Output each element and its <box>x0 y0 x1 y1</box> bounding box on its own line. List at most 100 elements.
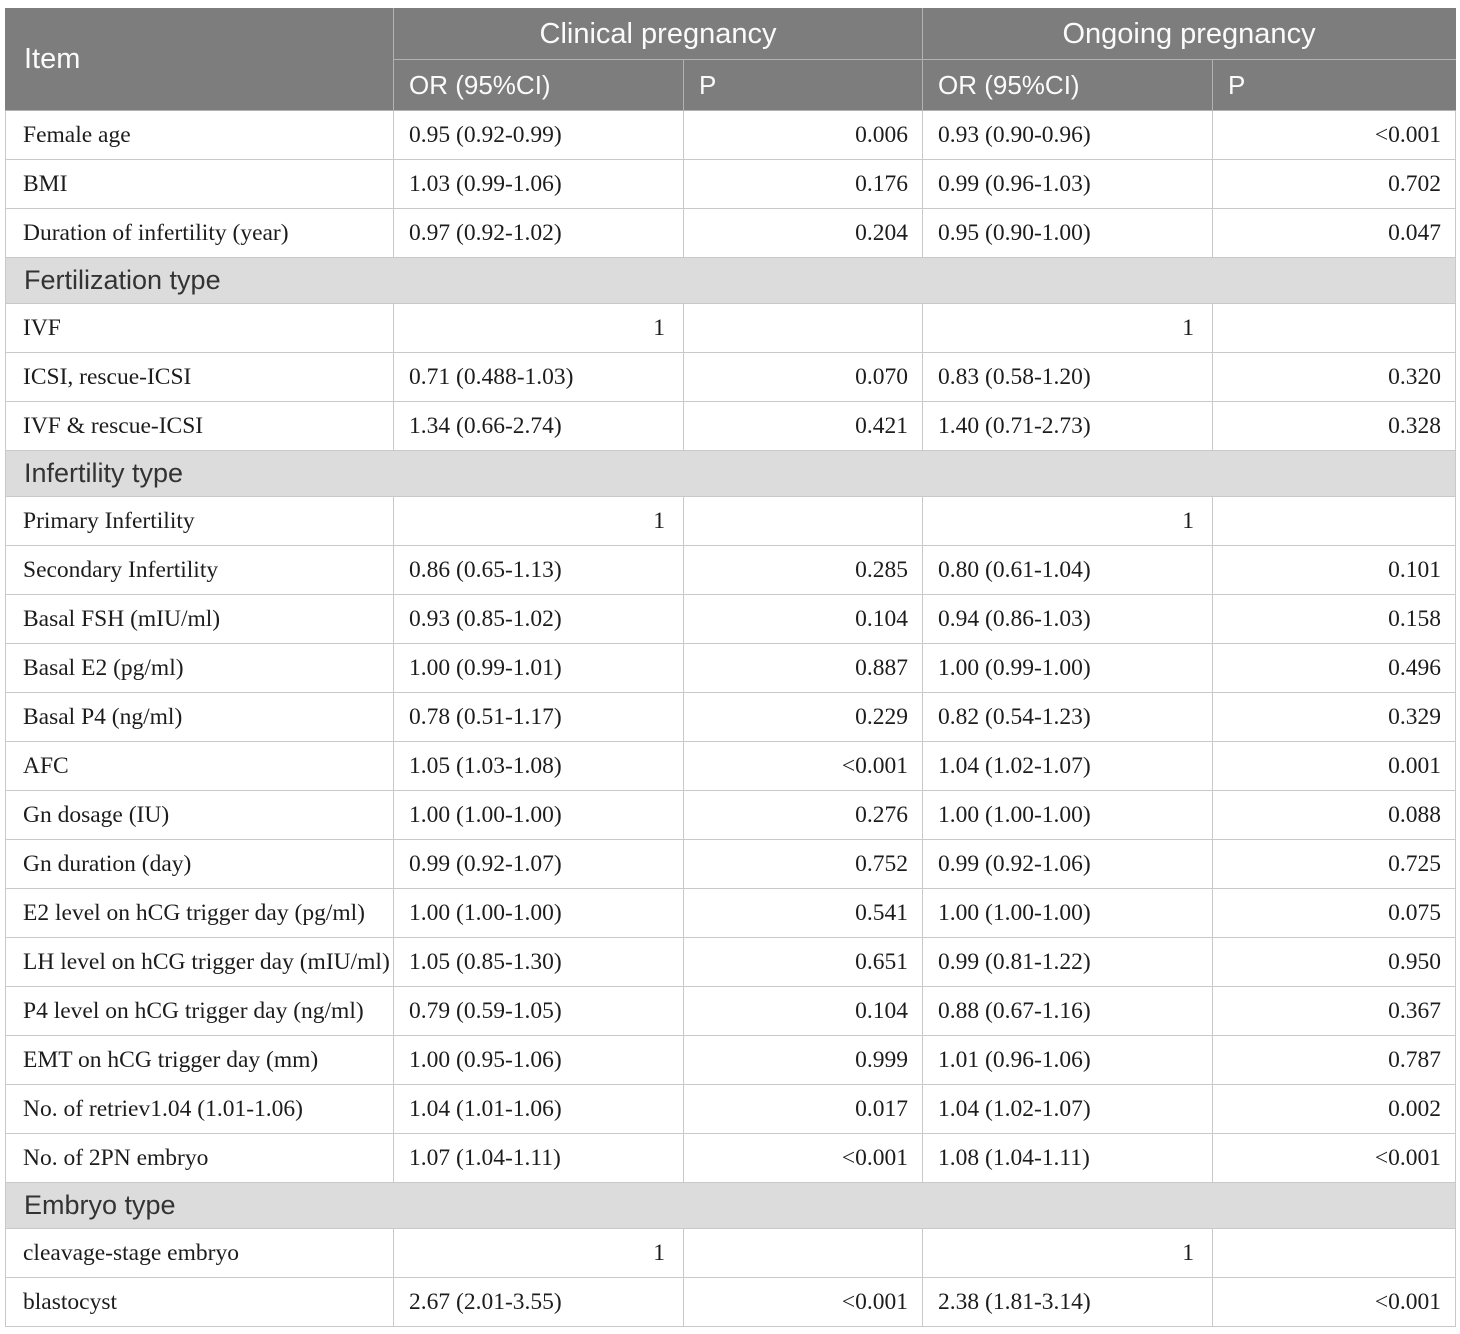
clinical-or-cell: 0.86 (0.65-1.13) <box>393 545 684 595</box>
col-header-ongoing-or: OR (95%CI) <box>922 59 1213 111</box>
ongoing-p-cell: <0.001 <box>1211 110 1457 160</box>
clinical-p-cell: <0.001 <box>683 741 923 791</box>
ongoing-or-cell: 0.83 (0.58-1.20) <box>922 352 1213 402</box>
clinical-p-cell: 0.887 <box>683 643 923 693</box>
clinical-or-cell: 1.04 (1.01-1.06) <box>393 1084 684 1134</box>
item-cell: ICSI, rescue-ICSI <box>5 352 394 402</box>
item-cell: Basal P4 (ng/ml) <box>5 692 394 742</box>
section-title: Infertility type <box>4 450 1457 497</box>
ongoing-p-cell: 0.001 <box>1211 741 1457 791</box>
item-cell: LH level on hCG trigger day (mIU/ml) <box>5 937 394 987</box>
item-cell: IVF & rescue-ICSI <box>5 401 394 451</box>
table-row: blastocyst 2.67 (2.01-3.55) <0.001 2.38 … <box>5 1277 1457 1327</box>
clinical-or-cell: 1.00 (1.00-1.00) <box>393 790 684 840</box>
clinical-or-cell: 0.99 (0.92-1.07) <box>393 839 684 889</box>
ongoing-or-cell: 1.08 (1.04-1.11) <box>922 1133 1213 1183</box>
ongoing-or-cell: 0.82 (0.54-1.23) <box>922 692 1213 742</box>
clinical-or-cell: 2.67 (2.01-3.55) <box>393 1277 684 1327</box>
clinical-p-cell <box>683 303 923 353</box>
ongoing-p-cell: 0.367 <box>1211 986 1457 1036</box>
clinical-or-cell: 1.00 (0.95-1.06) <box>393 1035 684 1085</box>
item-cell: IVF <box>5 303 394 353</box>
clinical-p-cell <box>683 496 923 546</box>
ongoing-or-cell: 1.00 (1.00-1.00) <box>922 888 1213 938</box>
col-header-clinical-or: OR (95%CI) <box>393 59 684 111</box>
clinical-or-cell: 1 <box>393 496 684 546</box>
ongoing-or-cell: 1 <box>922 496 1213 546</box>
clinical-p-cell: 0.006 <box>683 110 923 160</box>
col-header-ongoing-p: P <box>1211 59 1457 111</box>
ongoing-or-cell: 0.93 (0.90-0.96) <box>922 110 1213 160</box>
clinical-p-cell: 0.541 <box>683 888 923 938</box>
table-row: Basal P4 (ng/ml) 0.78 (0.51-1.17) 0.229 … <box>5 692 1457 742</box>
clinical-p-cell: <0.001 <box>683 1133 923 1183</box>
ongoing-or-cell: 0.99 (0.81-1.22) <box>922 937 1213 987</box>
table-body: Female age 0.95 (0.92-0.99) 0.006 0.93 (… <box>4 110 1457 1327</box>
ongoing-p-cell: 0.950 <box>1211 937 1457 987</box>
table-header: Item Clinical pregnancy Ongoing pregnanc… <box>5 8 1457 111</box>
ongoing-p-cell <box>1211 496 1457 546</box>
clinical-or-cell: 1 <box>393 1228 684 1278</box>
ongoing-p-cell: 0.787 <box>1211 1035 1457 1085</box>
header-sub-row: OR (95%CI) P OR (95%CI) P <box>6 59 1457 111</box>
section-header-row: Infertility type <box>4 450 1457 497</box>
clinical-p-cell: <0.001 <box>683 1277 923 1327</box>
table-row: EMT on hCG trigger day (mm) 1.00 (0.95-1… <box>5 1035 1457 1085</box>
item-cell: BMI <box>5 159 394 209</box>
clinical-p-cell: 0.017 <box>683 1084 923 1134</box>
item-cell: Primary Infertility <box>5 496 394 546</box>
ongoing-p-cell: 0.158 <box>1211 594 1457 644</box>
ongoing-or-cell: 1.00 (1.00-1.00) <box>922 790 1213 840</box>
table-row: E2 level on hCG trigger day (pg/ml) 1.00… <box>5 888 1457 938</box>
ongoing-p-cell: 0.101 <box>1211 545 1457 595</box>
clinical-or-cell: 1.05 (1.03-1.08) <box>393 741 684 791</box>
clinical-or-cell: 0.79 (0.59-1.05) <box>393 986 684 1036</box>
ongoing-or-cell: 0.95 (0.90-1.00) <box>922 208 1213 258</box>
item-cell: Duration of infertility (year) <box>5 208 394 258</box>
item-cell: AFC <box>5 741 394 791</box>
section-header-row: Embryo type <box>4 1182 1457 1229</box>
ongoing-or-cell: 0.99 (0.96-1.03) <box>922 159 1213 209</box>
clinical-or-cell: 0.71 (0.488-1.03) <box>393 352 684 402</box>
clinical-p-cell: 0.070 <box>683 352 923 402</box>
ongoing-or-cell: 0.94 (0.86-1.03) <box>922 594 1213 644</box>
clinical-p-cell: 0.752 <box>683 839 923 889</box>
clinical-or-cell: 1.07 (1.04-1.11) <box>393 1133 684 1183</box>
table-row: IVF & rescue-ICSI 1.34 (0.66-2.74) 0.421… <box>5 401 1457 451</box>
ongoing-or-cell: 1.04 (1.02-1.07) <box>922 1084 1213 1134</box>
clinical-p-cell: 0.229 <box>683 692 923 742</box>
item-cell: EMT on hCG trigger day (mm) <box>5 1035 394 1085</box>
clinical-p-cell: 0.104 <box>683 986 923 1036</box>
table-row: Basal FSH (mIU/ml) 0.93 (0.85-1.02) 0.10… <box>5 594 1457 644</box>
item-cell: cleavage-stage embryo <box>5 1228 394 1278</box>
ongoing-p-cell: <0.001 <box>1211 1133 1457 1183</box>
ongoing-p-cell: 0.496 <box>1211 643 1457 693</box>
clinical-or-cell: 0.95 (0.92-0.99) <box>393 110 684 160</box>
ongoing-or-cell: 0.80 (0.61-1.04) <box>922 545 1213 595</box>
table-row: Gn duration (day) 0.99 (0.92-1.07) 0.752… <box>5 839 1457 889</box>
ongoing-p-cell: 0.725 <box>1211 839 1457 889</box>
clinical-or-cell: 0.78 (0.51-1.17) <box>393 692 684 742</box>
ongoing-p-cell <box>1211 303 1457 353</box>
clinical-or-cell: 1.00 (0.99-1.01) <box>393 643 684 693</box>
clinical-p-cell: 0.276 <box>683 790 923 840</box>
col-header-clinical-p: P <box>683 59 923 111</box>
item-cell: E2 level on hCG trigger day (pg/ml) <box>5 888 394 938</box>
ongoing-or-cell: 1 <box>922 303 1213 353</box>
clinical-or-cell: 1.00 (1.00-1.00) <box>393 888 684 938</box>
item-cell: Gn duration (day) <box>5 839 394 889</box>
table-row: Gn dosage (IU) 1.00 (1.00-1.00) 0.276 1.… <box>5 790 1457 840</box>
table-row: IVF 1 1 <box>5 303 1457 353</box>
col-header-item: Item <box>5 8 394 111</box>
section-header-row: Fertilization type <box>4 257 1457 304</box>
clinical-or-cell: 1.34 (0.66-2.74) <box>393 401 684 451</box>
clinical-p-cell: 0.104 <box>683 594 923 644</box>
header-group-row: Item Clinical pregnancy Ongoing pregnanc… <box>5 8 1457 111</box>
clinical-p-cell: 0.651 <box>683 937 923 987</box>
table-row: Secondary Infertility 0.86 (0.65-1.13) 0… <box>5 545 1457 595</box>
table-row: LH level on hCG trigger day (mIU/ml) 1.0… <box>5 937 1457 987</box>
clinical-p-cell: 0.421 <box>683 401 923 451</box>
ongoing-or-cell: 0.99 (0.92-1.06) <box>922 839 1213 889</box>
ongoing-or-cell: 1.00 (0.99-1.00) <box>922 643 1213 693</box>
